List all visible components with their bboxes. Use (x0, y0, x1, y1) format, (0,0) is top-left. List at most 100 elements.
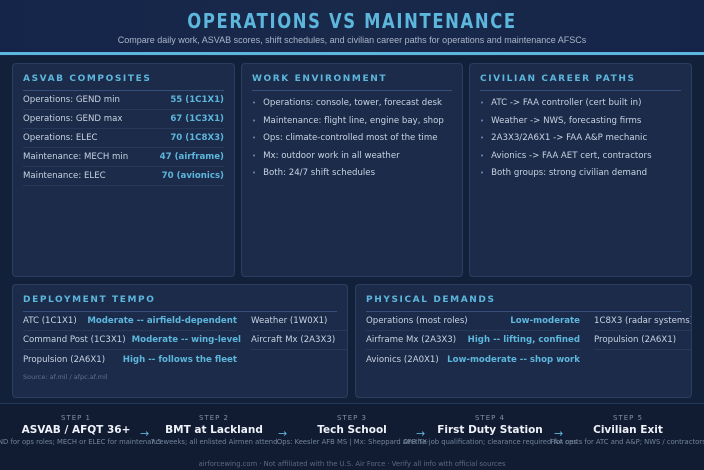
row-label: Operations: ELEC (23, 133, 98, 143)
arrow-right-icon: → (140, 427, 150, 440)
source-note: Source: af.mil / afpc.af.mil (23, 373, 108, 381)
step-5: STEP 5 Civilian Exit FAA certs for ATC and… (550, 414, 704, 446)
header-accent-bar (0, 52, 704, 55)
header: OPERATIONS VS MAINTENANCE Compare daily … (0, 0, 704, 56)
table-cell-pair: ATC (1C1X1) Moderate -- airfield-dependen… (23, 312, 237, 331)
bullet-icon: • (252, 134, 257, 142)
bullet-icon: • (480, 116, 485, 125)
card-title: PHYSICAL DEMANDS (366, 295, 681, 312)
item-text: Avionics -> FAA AET cert, contractors (491, 150, 652, 161)
step-1: STEP 1 ASVAB / AFQT 36+ GEND for ops roles… (0, 414, 164, 446)
row-value: Moderate -- wing-level (131, 335, 242, 345)
row-value: High -- follows the fleet (122, 354, 237, 365)
asvab-row: Maintenance: ELEC 70 (avionics) (23, 167, 224, 186)
asvab-row: Operations: ELEC 70 (1C8X3) (23, 129, 224, 148)
asvab-card: ASVAB COMPOSITES Operations: GEND min 55 … (12, 63, 235, 277)
table-cell-pair: Aircraft Mx (2A3X3)High (251, 331, 347, 350)
step-number: STEP 4 (474, 414, 506, 422)
row-label: Weather (1W0X1) (251, 316, 328, 326)
table-cell-pair: Propulsion (2A6X1)High (594, 331, 691, 350)
row-value: 70 (1C8X3) (170, 133, 224, 143)
table-cell-pair: Command Post (1C3X1) Moderate -- wing-lev… (23, 331, 241, 350)
row-label: Maintenance: ELEC (23, 171, 106, 181)
page-title: OPERATIONS VS MAINTENANCE (187, 9, 517, 33)
step-title: ASVAB / AFQT 36+ (21, 424, 131, 436)
career-steps: airforcewing.com · Not affiliated with t… (0, 403, 704, 470)
step-2: STEP 2 BMT at Lackland 7.5 weeks; all enli… (144, 414, 284, 446)
row-label: Aircraft Mx (2A3X3) (251, 335, 336, 345)
row-value: 47 (airframe) (159, 152, 224, 162)
step-number: STEP 1 (60, 414, 92, 422)
row-value: 67 (1C3X1) (170, 114, 224, 124)
row-value: High -- lifting, confined (467, 335, 580, 345)
row-value: Low-moderate -- shop work (447, 354, 580, 365)
card-title: CIVILIAN CAREER PATHS (480, 74, 681, 91)
list-item: • Operations: console, tower, forecast de… (252, 95, 452, 113)
bullet-icon: • (252, 169, 257, 177)
row-value: Moderate -- airfield-dependent (87, 316, 237, 326)
item-text: 2A3X3/2A6X1 -> FAA A&P mechanic (491, 133, 648, 143)
row-value: 70 (avionics) (161, 171, 224, 181)
step-description: 7.5 weeks; all enlisted Airmen attend (150, 438, 278, 446)
step-title: First Duty Station (437, 424, 543, 436)
list-item: • Ops: climate-controlled most of the tim… (252, 130, 452, 148)
step-description: On-the-job qualification; clearance requ… (403, 438, 577, 446)
item-text: Ops: climate-controlled most of the time (263, 133, 438, 143)
list-item: • Both: 24/7 shift schedules (252, 165, 452, 183)
step-title: Civilian Exit (593, 424, 663, 436)
step-description: Ops: Keesler AFB MS | Mx: Sheppard AFB T… (276, 438, 428, 446)
row-label: 1C8X3 (radar systems) (594, 316, 692, 326)
step-3: STEP 3 Tech School Ops: Keesler AFB MS | M… (276, 414, 428, 446)
item-text: Operations: console, tower, forecast des… (263, 98, 442, 108)
step-description: GEND for ops roles; MECH or ELEC for mai… (0, 438, 164, 446)
table-cell-pair: 1C8X3 (radar systems) (594, 312, 692, 331)
arrow-right-icon: → (554, 427, 564, 440)
table-cell-pair: Airframe Mx (2A3X3) High -- lifting, conf… (366, 331, 580, 350)
bullet-icon: • (480, 134, 485, 142)
item-text: ATC -> FAA controller (cert built in) (491, 98, 642, 108)
bullet-icon: • (480, 151, 485, 160)
row-value: Low-moderate (510, 316, 580, 326)
row-value: 55 (1C1X1) (170, 95, 224, 105)
table-cell-pair: Weather (1W0X1)High (251, 312, 347, 331)
table-cell-pair: Operations (most roles) Low-moderate (366, 312, 580, 331)
physical-demands-card: PHYSICAL DEMANDS Operations (most roles)… (355, 284, 692, 398)
row-label: Avionics (2A0X1) (366, 354, 439, 365)
row-label: Command Post (1C3X1) (23, 335, 126, 345)
list-item: • Maintenance: flight line, engine bay, s… (252, 113, 452, 131)
table-cell-pair: Avionics (2A0X1) Low-moderate -- shop wor… (366, 350, 580, 369)
row-label: ATC (1C1X1) (23, 316, 77, 326)
asvab-row: Maintenance: MECH min 47 (airframe) (23, 148, 224, 167)
item-text: Maintenance: flight line, engine bay, sh… (263, 115, 444, 126)
row-label: Airframe Mx (2A3X3) (366, 335, 457, 345)
list-item: • 2A3X3/2A6X1 -> FAA A&P mechanic (480, 130, 681, 148)
row-label: Propulsion (2A6X1) (594, 335, 677, 345)
arrow-right-icon: → (416, 427, 426, 440)
step-number: STEP 5 (612, 414, 644, 422)
row-label: Operations: GEND min (23, 95, 120, 105)
card-title: WORK ENVIRONMENT (252, 74, 452, 91)
step-4: STEP 4 First Duty Station On-the-job quali… (403, 414, 577, 446)
row-label: Operations (most roles) (366, 316, 468, 326)
bullet-icon: • (252, 99, 257, 107)
step-title: BMT at Lackland (165, 424, 263, 436)
card-title: ASVAB COMPOSITES (23, 74, 224, 91)
civilian-careers-card: CIVILIAN CAREER PATHS • ATC -> FAA contro… (469, 63, 692, 277)
step-title: Tech School (317, 424, 387, 436)
list-item: • Weather -> NWS, forecasting firms (480, 113, 681, 131)
work-environment-card: WORK ENVIRONMENT • Operations: console, t… (241, 63, 463, 277)
asvab-row: Operations: GEND max 67 (1C3X1) (23, 110, 224, 129)
deployment-tempo-card: DEPLOYMENT TEMPO ATC (1C1X1) Moderate -- … (12, 284, 348, 398)
bullet-icon: • (480, 99, 485, 107)
bullet-icon: • (480, 169, 485, 177)
list-item: • Both groups: strong civilian demand (480, 165, 681, 183)
item-text: Both: 24/7 shift schedules (263, 168, 376, 178)
row-label: Maintenance: MECH min (23, 152, 129, 162)
arrow-right-icon: → (278, 427, 288, 440)
list-item: • ATC -> FAA controller (cert built in) (480, 95, 681, 113)
item-text: Weather -> NWS, forecasting firms (491, 115, 642, 126)
card-title: DEPLOYMENT TEMPO (23, 295, 337, 312)
step-number: STEP 3 (336, 414, 368, 422)
row-label: Operations: GEND max (23, 114, 123, 124)
step-description: FAA certs for ATC and A&P; NWS / contrac… (550, 438, 704, 446)
